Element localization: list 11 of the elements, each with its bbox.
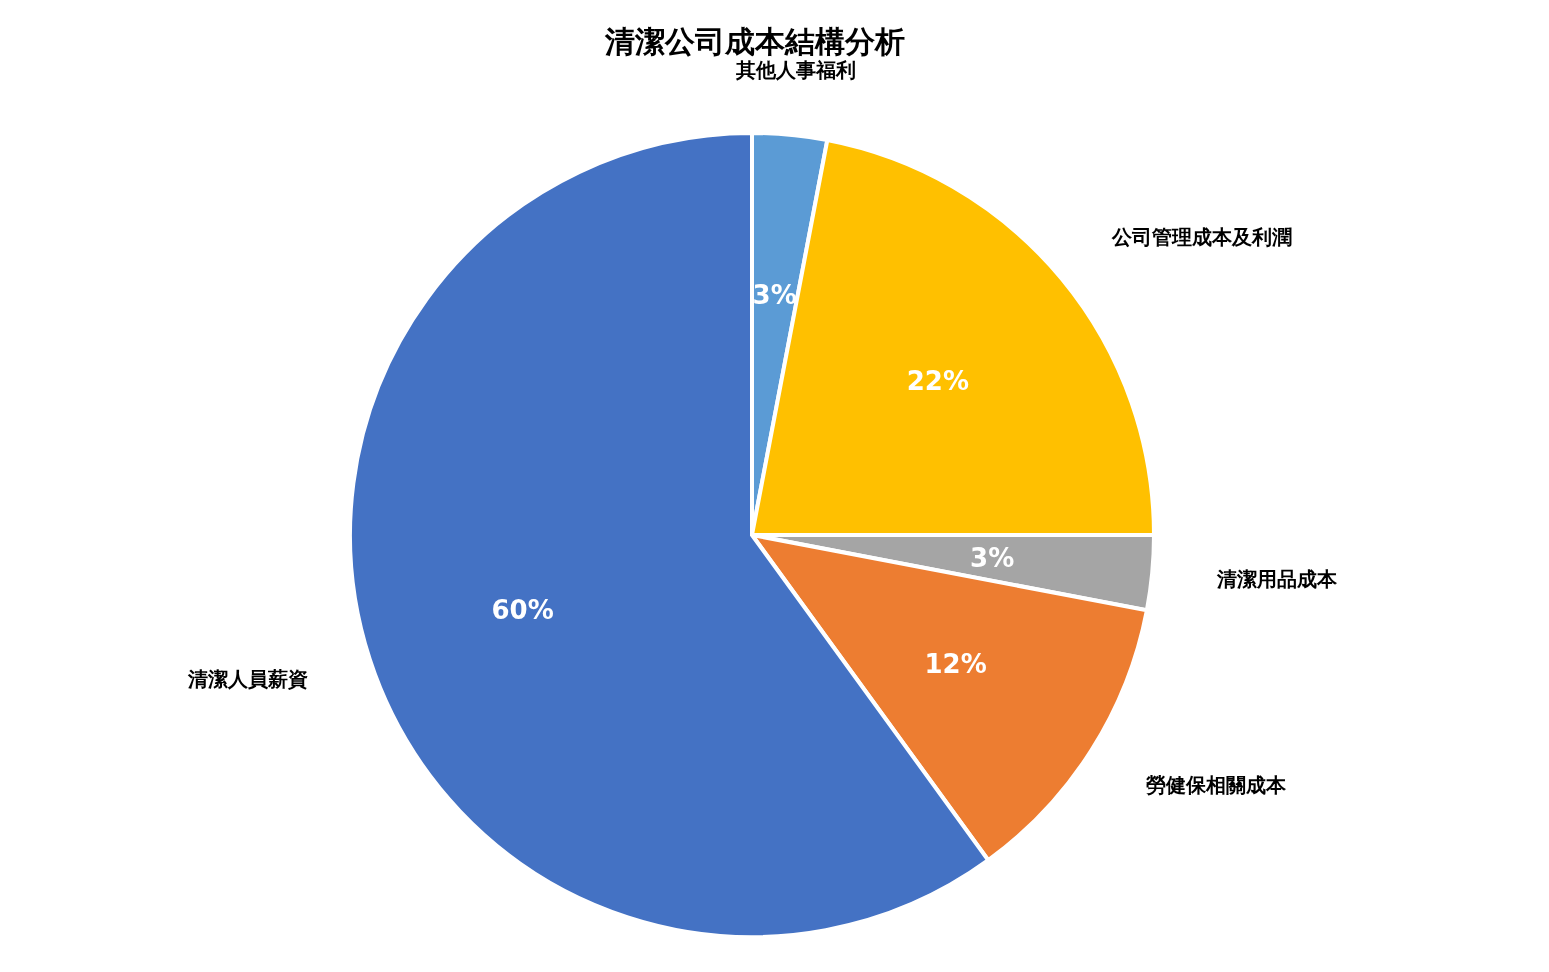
- slice-label: 其他人事福利: [734, 58, 856, 83]
- data-label: 60%: [491, 594, 554, 625]
- slice-label: 勞健保相關成本: [1145, 773, 1288, 798]
- slice-label: 公司管理成本及利潤: [1110, 225, 1292, 250]
- data-label: 22%: [906, 366, 969, 397]
- slice-label: 清潔用品成本: [1215, 566, 1338, 591]
- slice-label: 清潔人員薪資: [186, 667, 308, 692]
- data-label: 3%: [752, 279, 797, 310]
- data-label: 3%: [970, 542, 1015, 573]
- chart-title: 清潔公司成本結構分析: [604, 24, 905, 59]
- data-label: 12%: [924, 649, 987, 680]
